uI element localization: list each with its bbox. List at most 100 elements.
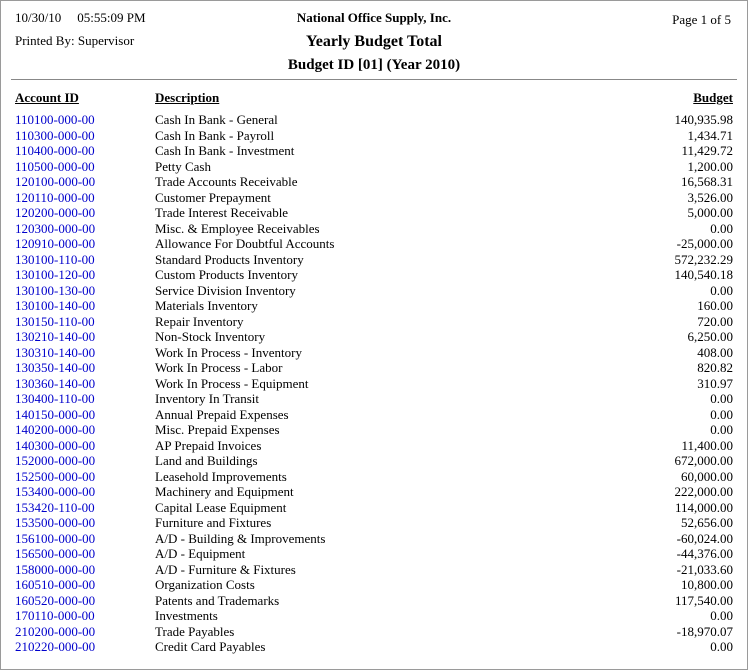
report-date: 10/30/10	[15, 10, 62, 25]
account-id-link[interactable]: 130350-140-00	[15, 360, 96, 375]
account-id-link[interactable]: 153500-000-00	[15, 515, 96, 530]
account-id-link[interactable]: 110100-000-00	[15, 112, 95, 127]
account-id-cell: 140300-000-00	[1, 438, 155, 454]
table-row: 130360-140-00 Work In Process - Equipmen…	[1, 376, 747, 392]
account-id-link[interactable]: 210220-000-00	[15, 639, 96, 654]
account-id-link[interactable]: 170110-000-00	[15, 608, 95, 623]
table-row: 130100-110-00 Standard Products Inventor…	[1, 252, 747, 268]
budget-cell: -18,970.07	[676, 623, 733, 639]
budget-cell: 0.00	[710, 608, 733, 623]
account-id-link[interactable]: 130100-120-00	[15, 267, 96, 282]
account-id-cell: 130210-140-00	[1, 329, 155, 345]
table-row: 120200-000-00 Trade Interest Receivable …	[1, 205, 747, 221]
account-id-link[interactable]: 140300-000-00	[15, 437, 96, 453]
budget-cell: -60,024.00	[676, 530, 733, 546]
account-id-link[interactable]: 152000-000-00	[15, 453, 96, 468]
description-cell: Capital Lease Equipment	[155, 499, 287, 515]
account-id-link[interactable]: 160520-000-00	[15, 592, 96, 608]
account-id-cell: 130400-110-00	[1, 391, 155, 407]
table-row: 153400-000-00 Machinery and Equipment 22…	[1, 484, 747, 500]
account-id-link[interactable]: 156100-000-00	[15, 530, 96, 546]
company-name: National Office Supply, Inc.	[296, 10, 452, 25]
account-id-link[interactable]: 130100-130-00	[15, 282, 96, 298]
table-row: 152000-000-00 Land and Buildings 672,000…	[1, 453, 747, 469]
account-id-cell: 153500-000-00	[1, 515, 155, 531]
account-id-link[interactable]: 160510-000-00	[15, 577, 96, 592]
description-cell: Work In Process - Labor	[155, 360, 283, 375]
account-id-link[interactable]: 130210-140-00	[15, 329, 96, 344]
budget-cell: 0.00	[710, 406, 733, 422]
account-id-link[interactable]: 153420-110-00	[15, 499, 95, 515]
table-row: 110100-000-00 Cash In Bank - General 140…	[1, 112, 747, 128]
budget-cell: 11,400.00	[681, 437, 733, 453]
account-id-link[interactable]: 120200-000-00	[15, 205, 96, 220]
budget-cell: 3,526.00	[687, 189, 734, 205]
budget-cell: -44,376.00	[676, 546, 733, 561]
table-row: 160510-000-00 Organization Costs 10,800.…	[1, 577, 747, 593]
table-row: 158000-000-00 A/D - Furniture & Fixtures…	[1, 562, 747, 578]
budget-cell: 60,000.00	[681, 468, 733, 484]
table-row: 153420-110-00 Capital Lease Equipment 11…	[1, 500, 747, 516]
account-id-cell: 156100-000-00	[1, 531, 155, 547]
description-cell: Trade Payables	[155, 623, 235, 639]
description-cell: Customer Prepayment	[155, 189, 271, 205]
account-id-link[interactable]: 140150-000-00	[15, 406, 96, 422]
description-cell: Work In Process - Inventory	[155, 344, 302, 360]
description-cell: Machinery and Equipment	[155, 484, 294, 499]
header-left: 10/30/10 05:55:09 PM Printed By: Supervis…	[15, 10, 146, 49]
report-header: 10/30/10 05:55:09 PM Printed By: Supervis…	[1, 1, 747, 79]
budget-cell: 672,000.00	[674, 453, 734, 468]
description-cell: Misc. & Employee Receivables	[155, 220, 320, 236]
account-id-link[interactable]: 130400-110-00	[15, 391, 95, 406]
table-row: 120100-000-00 Trade Accounts Receivable …	[1, 174, 747, 190]
account-id-link[interactable]: 210200-000-00	[15, 623, 96, 639]
account-id-link[interactable]: 152500-000-00	[15, 468, 96, 484]
table-row: 210200-000-00 Trade Payables -18,970.07	[1, 624, 747, 640]
account-id-link[interactable]: 110500-000-00	[15, 158, 95, 174]
budget-cell: 140,540.18	[674, 267, 734, 282]
budget-cell: -25,000.00	[676, 236, 733, 251]
account-id-cell: 152500-000-00	[1, 469, 155, 485]
account-id-cell: 153400-000-00	[1, 484, 155, 500]
account-id-cell: 210200-000-00	[1, 624, 155, 640]
account-id-link[interactable]: 130100-140-00	[15, 298, 96, 313]
account-id-link[interactable]: 130150-110-00	[15, 313, 95, 329]
account-id-link[interactable]: 153400-000-00	[15, 484, 96, 499]
header-center: National Office Supply, Inc. Yearly Budg…	[1, 1, 747, 74]
description-cell: Leasehold Improvements	[155, 468, 287, 484]
table-row: 120300-000-00 Misc. & Employee Receivabl…	[1, 221, 747, 237]
account-id-link[interactable]: 120100-000-00	[15, 174, 96, 189]
table-row: 130350-140-00 Work In Process - Labor 82…	[1, 360, 747, 376]
account-id-link[interactable]: 120110-000-00	[15, 189, 95, 205]
budget-cell: 160.00	[697, 298, 733, 313]
table-row: 110400-000-00 Cash In Bank - Investment …	[1, 143, 747, 159]
account-id-link[interactable]: 130310-140-00	[15, 344, 96, 360]
table-row: 130150-110-00 Repair Inventory 720.00	[1, 314, 747, 330]
account-id-link[interactable]: 120300-000-00	[15, 220, 96, 236]
account-id-cell: 152000-000-00	[1, 453, 155, 469]
account-id-cell: 110100-000-00	[1, 112, 155, 128]
report-time: 05:55:09 PM	[77, 10, 146, 25]
description-cell: A/D - Building & Improvements	[155, 530, 326, 546]
account-id-link[interactable]: 110300-000-00	[15, 127, 95, 143]
table-row: 130310-140-00 Work In Process - Inventor…	[1, 345, 747, 361]
header-rule	[11, 79, 737, 80]
account-id-link[interactable]: 158000-000-00	[15, 561, 96, 577]
budget-cell: 140,935.98	[674, 112, 734, 127]
account-id-link[interactable]: 130100-110-00	[15, 251, 95, 267]
table-row: 156100-000-00 A/D - Building & Improveme…	[1, 531, 747, 547]
col-header-budget: Budget	[693, 90, 733, 105]
budget-cell: 0.00	[710, 282, 733, 298]
budget-cell: -21,033.60	[676, 561, 733, 577]
account-id-link[interactable]: 156500-000-00	[15, 546, 96, 561]
account-id-link[interactable]: 110400-000-00	[15, 143, 95, 158]
account-id-link[interactable]: 130360-140-00	[15, 375, 96, 391]
table-row: 130100-130-00 Service Division Inventory…	[1, 283, 747, 299]
account-id-link[interactable]: 140200-000-00	[15, 422, 96, 437]
budget-cell: 222,000.00	[674, 484, 734, 499]
table-row: 130100-140-00 Materials Inventory 160.00	[1, 298, 747, 314]
account-id-cell: 130100-120-00	[1, 267, 155, 283]
account-id-cell: 210220-000-00	[1, 639, 155, 655]
budget-cell: 10,800.00	[681, 577, 733, 592]
account-id-link[interactable]: 120910-000-00	[15, 236, 96, 251]
